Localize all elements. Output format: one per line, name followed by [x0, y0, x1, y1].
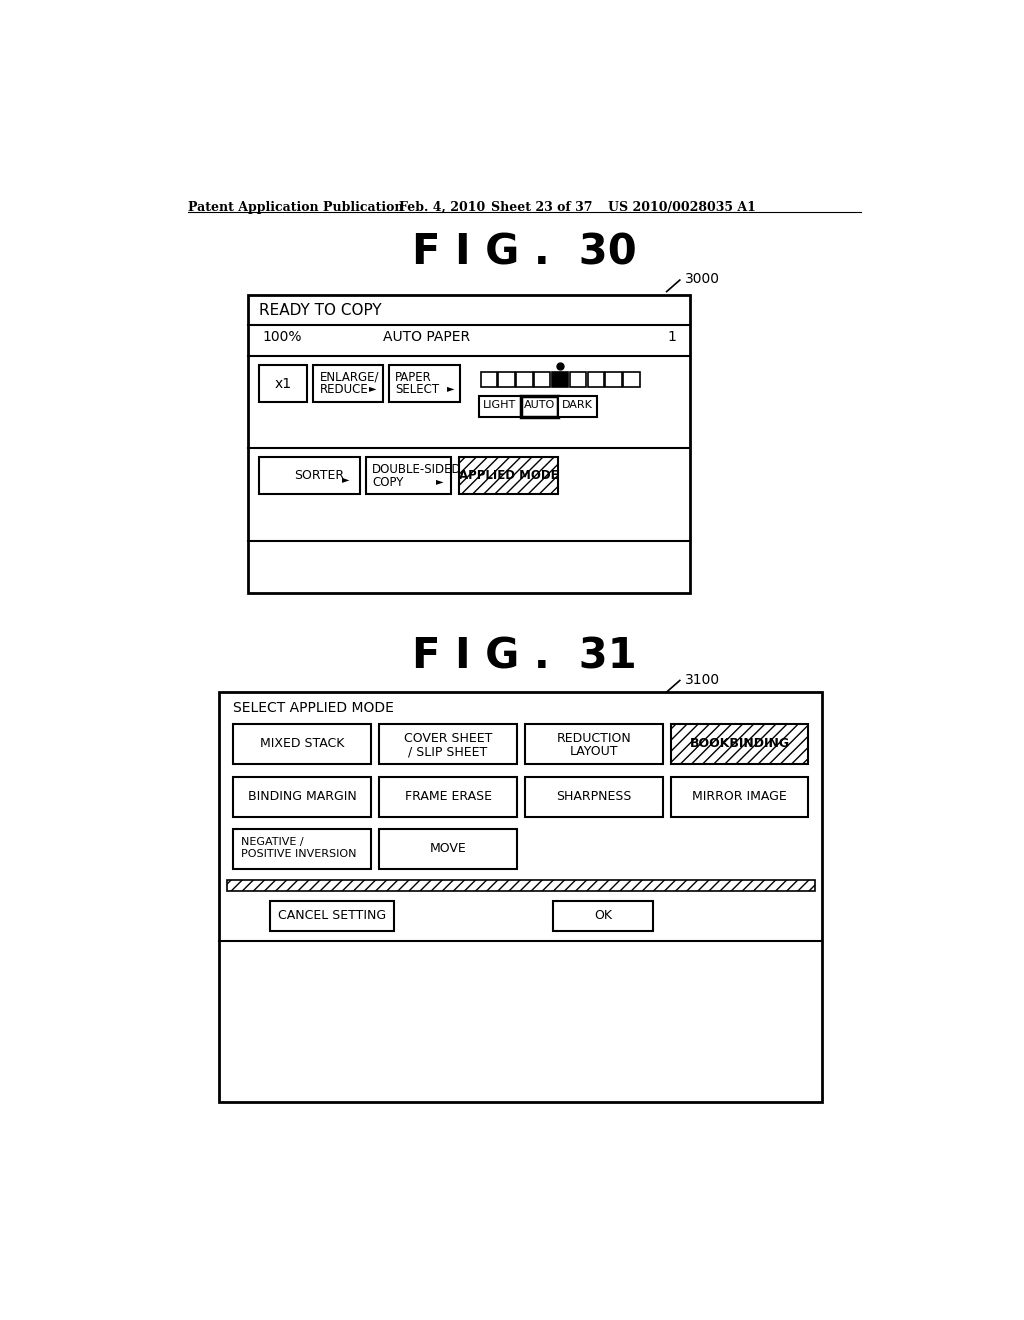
Text: 1: 1 [667, 330, 676, 345]
Bar [521, 396, 558, 417]
Text: ENLARGE/: ENLARGE/ [319, 371, 379, 384]
Bar [569, 372, 586, 387]
Text: AUTO: AUTO [524, 400, 555, 411]
Text: AUTO PAPER: AUTO PAPER [383, 330, 470, 345]
Text: READY TO COPY: READY TO COPY [259, 304, 382, 318]
Text: ►: ► [435, 475, 443, 486]
Text: US 2010/0028035 A1: US 2010/0028035 A1 [608, 201, 757, 214]
Text: Patent Application Publication: Patent Application Publication [188, 201, 403, 214]
Text: MIRROR IMAGE: MIRROR IMAGE [692, 789, 786, 803]
Bar [671, 776, 809, 817]
Text: MOVE: MOVE [430, 842, 467, 855]
Text: SELECT APPLIED MODE: SELECT APPLIED MODE [233, 701, 394, 715]
Bar [233, 776, 372, 817]
Text: DOUBLE-SIDED: DOUBLE-SIDED [372, 463, 462, 477]
Text: F I G .  30: F I G . 30 [413, 231, 637, 273]
Bar [499, 372, 515, 387]
Text: CANCEL SETTING: CANCEL SETTING [278, 909, 386, 923]
Text: BOOKBINDING: BOOKBINDING [689, 738, 790, 751]
Bar [219, 692, 822, 1102]
Bar [233, 725, 372, 764]
Text: 3000: 3000 [684, 272, 720, 286]
Text: SELECT: SELECT [395, 383, 439, 396]
Text: OK: OK [594, 909, 612, 923]
Text: LAYOUT: LAYOUT [569, 744, 618, 758]
Text: MIXED STACK: MIXED STACK [260, 738, 344, 751]
Text: F I G .  31: F I G . 31 [413, 636, 637, 677]
Text: DARK: DARK [562, 400, 593, 411]
Text: ►: ► [446, 383, 454, 393]
Bar [248, 296, 690, 594]
Bar [379, 776, 517, 817]
Bar [259, 457, 359, 494]
Text: COVER SHEET: COVER SHEET [403, 733, 493, 744]
Text: Feb. 4, 2010: Feb. 4, 2010 [399, 201, 485, 214]
Bar [379, 829, 517, 869]
Text: ►: ► [369, 383, 377, 393]
Bar [366, 457, 452, 494]
Text: NEGATIVE /: NEGATIVE / [241, 837, 304, 846]
Bar [379, 725, 517, 764]
Text: REDUCTION: REDUCTION [556, 733, 631, 744]
Bar [516, 372, 532, 387]
Text: FRAME ERASE: FRAME ERASE [404, 789, 492, 803]
Text: SORTER: SORTER [294, 469, 344, 482]
Text: Sheet 23 of 37: Sheet 23 of 37 [490, 201, 592, 214]
Bar [605, 372, 622, 387]
Bar [558, 396, 597, 417]
Bar [459, 457, 558, 494]
Text: / SLIP SHEET: / SLIP SHEET [409, 744, 487, 758]
Text: SHARPNESS: SHARPNESS [556, 789, 632, 803]
Bar [270, 902, 394, 931]
Bar [259, 364, 307, 401]
Bar [313, 364, 383, 401]
Bar [553, 902, 653, 931]
Bar [624, 372, 640, 387]
Text: LIGHT: LIGHT [483, 400, 517, 411]
Bar [552, 372, 568, 387]
Bar [524, 776, 663, 817]
Text: ►: ► [342, 474, 349, 484]
Bar [479, 396, 521, 417]
Text: APPLIED MODE: APPLIED MODE [459, 469, 558, 482]
Bar [524, 725, 663, 764]
Bar [389, 364, 461, 401]
Text: REDUCE: REDUCE [319, 383, 369, 396]
Text: 3100: 3100 [684, 673, 720, 686]
Bar [480, 372, 497, 387]
Bar [535, 372, 550, 387]
Text: BINDING MARGIN: BINDING MARGIN [248, 789, 356, 803]
Text: COPY: COPY [372, 475, 403, 488]
Text: 100%: 100% [262, 330, 302, 345]
Text: PAPER: PAPER [395, 371, 432, 384]
Bar [588, 372, 604, 387]
Text: POSITIVE INVERSION: POSITIVE INVERSION [241, 849, 356, 859]
Bar [227, 880, 815, 891]
Bar [671, 725, 809, 764]
Text: x1: x1 [274, 378, 292, 391]
Bar [233, 829, 372, 869]
